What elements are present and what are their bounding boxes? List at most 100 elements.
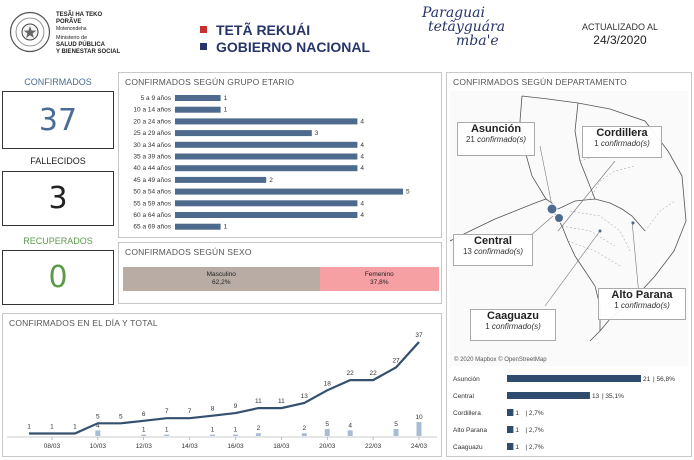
navy-square-icon — [200, 43, 207, 50]
age-bar[interactable] — [175, 212, 358, 218]
age-bar[interactable] — [175, 153, 358, 160]
dept-value-label: 1 — [515, 444, 519, 451]
ministry-line: Motenondeha — [56, 26, 87, 33]
x-tick-label: 22/03 — [365, 443, 382, 450]
daily-bar[interactable] — [164, 434, 170, 436]
daily-bar-label: 5 — [394, 421, 398, 428]
daily-bar[interactable] — [416, 422, 422, 436]
x-tick-label: 14/03 — [181, 443, 198, 450]
age-bar[interactable] — [175, 176, 267, 183]
brand-line: Paraguai — [422, 5, 485, 21]
daily-bar[interactable] — [347, 430, 353, 436]
daily-bar[interactable] — [301, 433, 307, 436]
dept-value-label: 1 — [515, 410, 519, 417]
gov-line-text: GOBIERNO NACIONAL — [216, 39, 370, 55]
map[interactable]: Asunción 21 confirmado(s) Cordillera 1 c… — [450, 91, 688, 366]
age-value-label: 1 — [224, 224, 228, 231]
male-segment[interactable]: Masculino 62,2% — [123, 267, 320, 291]
total-point-label: 8 — [211, 406, 215, 413]
brand-line: mba'e — [456, 33, 499, 49]
ministry-logo-text: TESÃI HA TEKO PORÃVE Motenondeha Ministe… — [56, 12, 120, 56]
age-tick-label: 5 a 9 años — [141, 95, 172, 102]
daily-bar[interactable] — [95, 430, 101, 436]
callout-name: Central — [474, 235, 512, 247]
deaths-box: 3 — [2, 171, 114, 226]
daily-bar-label: 10 — [415, 414, 423, 421]
daily-bar-label: 1 — [234, 427, 238, 434]
dept-tick-label: Caaguazu — [453, 444, 483, 451]
total-point-label: 37 — [415, 332, 423, 339]
dept-value-label: 13 — [592, 393, 600, 400]
dept-panel: CONFIRMADOS SEGÚN DEPARTAMENTO — [446, 72, 692, 457]
age-value-label: 4 — [360, 118, 364, 125]
age-bar[interactable] — [175, 141, 358, 148]
dept-panel-title: CONFIRMADOS SEGÚN DEPARTAMENTO — [453, 77, 627, 87]
total-point-label: 6 — [142, 411, 146, 418]
header: TESÃI HA TEKO PORÃVE Motenondeha Ministe… — [0, 0, 694, 64]
total-point-label: 5 — [119, 413, 123, 420]
age-value-label: 1 — [224, 95, 228, 102]
dept-value-label: 21 — [643, 376, 651, 383]
age-bar[interactable] — [175, 200, 358, 207]
daily-bar[interactable] — [141, 434, 147, 436]
dept-bar[interactable] — [507, 443, 514, 450]
total-point-label: 7 — [165, 408, 169, 415]
daily-bar-label: 4 — [96, 422, 100, 429]
callout-count-line: 13 confirmado(s) — [454, 247, 532, 256]
brand-logo: Paraguai tetãyguára mba'e — [422, 6, 505, 48]
ministry-line: Y BIENESTAR SOCIAL — [56, 49, 121, 56]
female-segment[interactable]: Femenino 37,8% — [319, 267, 439, 291]
age-bar[interactable] — [175, 165, 358, 172]
age-value-label: 3 — [315, 130, 319, 137]
total-point-label: 7 — [188, 408, 192, 415]
callout-central: Central 13 confirmado(s) — [453, 234, 533, 266]
dept-bar[interactable] — [507, 426, 514, 433]
callout-name: Caaguazu — [487, 310, 539, 322]
callout-count: 1 — [594, 139, 599, 148]
male-pct: 62,2% — [212, 279, 231, 286]
callout-name: Asunción — [470, 123, 522, 135]
dept-value-label: 1 — [515, 427, 519, 434]
dept-bar[interactable] — [507, 409, 514, 416]
age-value-label: 1 — [224, 107, 228, 114]
gov-line-text: TETÃ REKUÁI — [216, 22, 311, 38]
map-attribution[interactable]: © 2020 Mapbox © OpenStreetMap — [454, 357, 547, 363]
daily-bar[interactable] — [210, 434, 216, 436]
daily-bar-label: 2 — [302, 425, 306, 432]
daily-bar[interactable] — [324, 429, 330, 436]
dept-tick-label: Cordillera — [453, 410, 481, 417]
age-bar[interactable] — [175, 223, 221, 230]
dept-bar[interactable] — [507, 375, 641, 382]
daily-bar[interactable] — [232, 434, 238, 436]
age-bar[interactable] — [175, 188, 403, 195]
callout-asuncion: Asunción 21 confirmado(s) — [457, 122, 535, 156]
age-bar[interactable] — [175, 95, 221, 101]
daily-bar[interactable] — [255, 433, 261, 436]
age-tick-label: 65 a 69 años — [133, 224, 171, 231]
dept-bar[interactable] — [507, 392, 590, 399]
age-tick-label: 55 a 59 años — [133, 200, 171, 207]
daily-bar[interactable] — [393, 429, 399, 436]
callout-count-line: 1 confirmado(s) — [471, 322, 555, 331]
age-bar[interactable] — [175, 118, 358, 125]
age-value-label: 4 — [360, 154, 364, 161]
recovered-value: 0 — [48, 260, 68, 295]
callout-count: 1 — [485, 322, 490, 331]
daily-panel-title: CONFIRMADOS EN EL DÍA Y TOTAL — [9, 318, 158, 328]
age-bar[interactable] — [175, 130, 312, 137]
total-line[interactable] — [29, 341, 420, 435]
daily-bar-label: 1 — [142, 427, 146, 434]
total-point-label: 9 — [234, 403, 238, 410]
daily-bar-label: 5 — [325, 421, 329, 428]
callout-name: Cordillera — [596, 127, 648, 139]
female-pct: 37,8% — [370, 279, 389, 286]
gov-line-1: TETÃ REKUÁI — [200, 22, 370, 39]
callout-count-line: 1 confirmado(s) — [599, 301, 685, 310]
age-bar[interactable] — [175, 106, 221, 113]
age-tick-label: 10 a 14 años — [133, 107, 171, 114]
total-point-label: 11 — [278, 398, 285, 405]
dept-pct-label: | 35,1% — [602, 393, 624, 400]
female-label: Femenino — [364, 271, 394, 278]
